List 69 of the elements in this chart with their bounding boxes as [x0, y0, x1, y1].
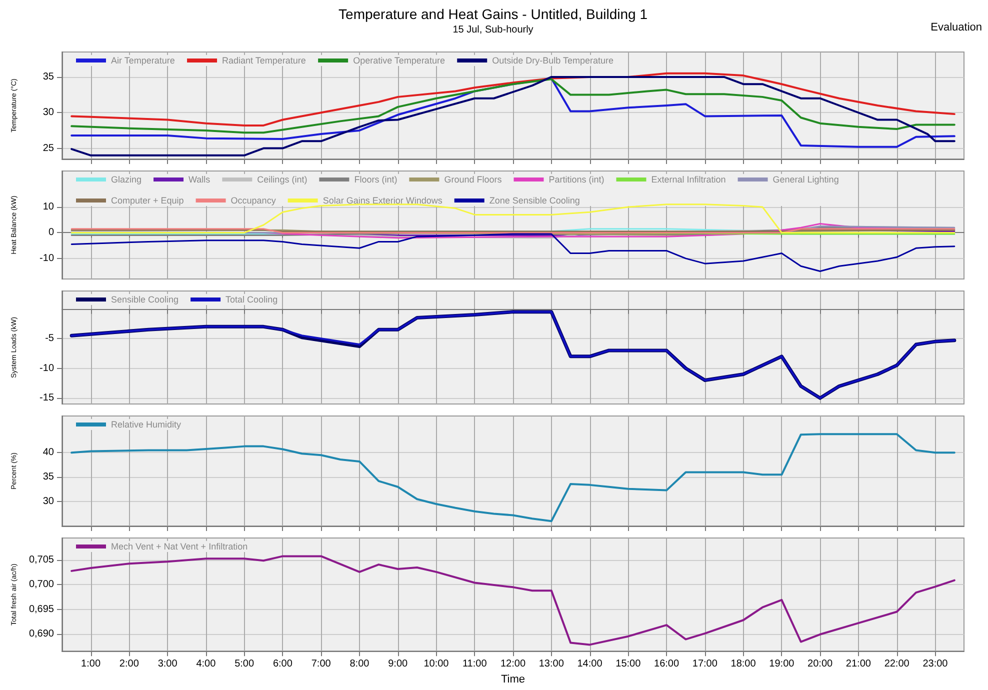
- x-tick-label: 3:00: [158, 658, 178, 670]
- x-tick-label: 19:00: [769, 658, 795, 670]
- x-tick-label: 2:00: [119, 658, 140, 670]
- y-tick-label: 0,700: [28, 579, 54, 590]
- y-tick-label: 0,705: [28, 554, 54, 566]
- x-tick-label: 13:00: [538, 658, 564, 670]
- y-tick-label: 30: [42, 107, 54, 118]
- legend-label: General Lighting: [772, 174, 839, 184]
- x-tick-label: 17:00: [692, 658, 718, 670]
- legend-label: Sensible Cooling: [111, 294, 179, 304]
- legend-label: Zone Sensible Cooling: [489, 196, 580, 206]
- y-tick-label: 40: [42, 447, 54, 458]
- line-series: [70, 433, 956, 522]
- legend-label: Ground Floors: [444, 174, 502, 184]
- x-tick-label: 6:00: [272, 658, 293, 670]
- y-tick-label: 35: [42, 71, 54, 82]
- legend-label: Glazing: [111, 174, 142, 184]
- x-tick-label: 22:00: [884, 658, 910, 670]
- y-tick-label: 10: [42, 202, 54, 212]
- y-tick-label: 25: [42, 142, 54, 154]
- y-tick-label: 30: [42, 496, 54, 508]
- legend-label: External Infiltration: [651, 174, 726, 184]
- x-tick-label: 4:00: [196, 658, 216, 670]
- x-tick-label: 23:00: [922, 658, 948, 670]
- x-tick-label: 15:00: [616, 658, 642, 670]
- x-tick-label: 5:00: [234, 658, 254, 670]
- text: Evaluation: [930, 22, 982, 34]
- x-tick-label: 20:00: [808, 658, 834, 670]
- x-tick-label: 7:00: [311, 658, 332, 670]
- legend-label: Air Temperature: [111, 56, 175, 66]
- legend-label: Computer + Equip: [111, 196, 184, 206]
- x-tick-label: 16:00: [654, 658, 680, 670]
- chart-title: Temperature and Heat Gains - Untitled, Building 1: [338, 6, 648, 22]
- x-tick-label: 9:00: [388, 658, 408, 670]
- line-series: [70, 78, 956, 134]
- legend-label: Occupancy: [230, 196, 276, 206]
- x-tick-label: 12:00: [500, 658, 526, 670]
- x-tick-label: 18:00: [730, 658, 756, 670]
- x-tick-label: 14:00: [577, 658, 603, 670]
- line-series: [70, 204, 956, 234]
- x-tick-label: 10:00: [424, 658, 450, 670]
- x-tick-label: 1:00: [81, 658, 101, 670]
- legend-label: Floors (int): [354, 174, 398, 184]
- legend-label: Mech Vent + Nat Vent + Infiltration: [111, 542, 248, 552]
- legend-label: Outside Dry-Bulb Temperature: [492, 56, 614, 66]
- x-axis-title: Time: [500, 674, 526, 686]
- chart-subtitle: 15 Jul, Sub-hourly: [452, 24, 534, 36]
- y-tick-label: 35: [42, 472, 54, 483]
- legend-label: Relative Humidity: [111, 420, 182, 430]
- y-tick-label: 0,690: [28, 628, 54, 640]
- y-tick-label: -10: [40, 362, 54, 374]
- x-tick-label: 8:00: [350, 658, 370, 670]
- y-tick-label: -15: [40, 392, 54, 404]
- legend-label: Walls: [188, 174, 211, 184]
- line-series: [70, 72, 956, 126]
- line-series: [70, 555, 956, 646]
- y-tick-label: -10: [40, 252, 54, 264]
- legend-label: Solar Gains Exterior Windows: [322, 196, 443, 206]
- legend-label: Operative Temperature: [353, 56, 445, 66]
- legend-label: Radiant Temperature: [222, 56, 306, 66]
- y-tick-label: -5: [45, 333, 54, 344]
- legend-label: Partitions (int): [548, 174, 604, 184]
- x-tick-label: 11:00: [462, 658, 488, 670]
- legend-label: Total Cooling: [226, 294, 278, 304]
- y-tick-label: 0,695: [28, 604, 54, 615]
- y-tick-label: 0: [48, 227, 54, 238]
- x-tick-label: 21:00: [846, 658, 872, 670]
- line-series: [70, 233, 956, 272]
- legend-label: Ceilings (int): [257, 174, 308, 184]
